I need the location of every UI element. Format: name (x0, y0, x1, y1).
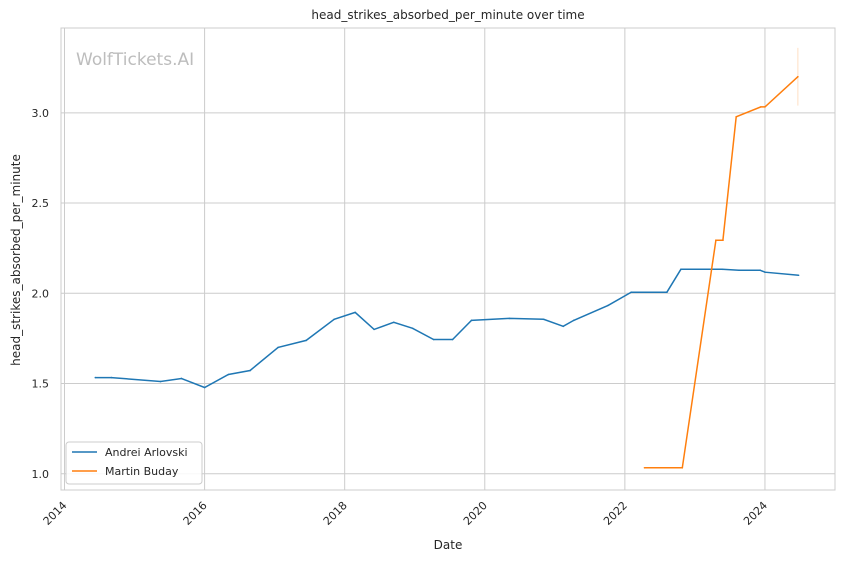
data-point (562, 325, 565, 328)
plot-frame (60, 27, 836, 491)
data-point (411, 327, 414, 330)
data-point (373, 328, 375, 331)
grid (61, 28, 835, 490)
series-line-1 (644, 76, 799, 469)
data-point (180, 377, 183, 380)
x-tick-label: 2024 (741, 499, 770, 528)
legend-box (65, 441, 203, 485)
data-point (666, 291, 668, 294)
data-point (759, 106, 762, 108)
y-tick-label: 3.0 (32, 107, 50, 120)
data-point (305, 339, 307, 342)
data-point (354, 311, 356, 314)
data-point (227, 373, 230, 376)
watermark: WolfTickets.AI (76, 50, 194, 70)
y-axis-label: head_strikes_absorbed_per_minute (9, 154, 23, 366)
legend-label-buday: Martin Buday (105, 465, 179, 478)
data-point (715, 239, 717, 242)
series-group (94, 47, 800, 469)
data-point (451, 338, 454, 341)
legend-label-arlovski: Andrei Arlovski (105, 446, 188, 459)
data-point (392, 321, 395, 324)
data-point (759, 269, 761, 271)
series-line-0 (95, 268, 799, 389)
data-point (721, 268, 724, 271)
x-axis-label: Date (434, 538, 463, 552)
data-point (470, 319, 473, 322)
y-tick-label: 1.5 (32, 378, 50, 391)
data-point (722, 239, 724, 242)
data-point (797, 75, 799, 78)
data-point (680, 268, 682, 271)
data-point (764, 271, 766, 273)
data-point (432, 338, 435, 341)
data-point (764, 106, 766, 108)
data-point (643, 467, 646, 469)
data-point (110, 376, 113, 379)
data-point (607, 304, 609, 307)
data-point (203, 386, 206, 389)
data-point (572, 319, 575, 322)
data-point (797, 274, 800, 277)
data-point (738, 269, 740, 271)
x-tick-label: 2016 (181, 499, 210, 528)
x-tick-label: 2020 (461, 499, 490, 528)
data-point (735, 115, 738, 118)
data-point (542, 318, 545, 321)
y-tick-label: 1.0 (32, 468, 50, 481)
chart-title: head_strikes_absorbed_per_minute over ti… (311, 8, 584, 22)
data-point (159, 380, 162, 383)
x-tick-label: 2018 (321, 499, 350, 528)
data-point (508, 317, 511, 320)
y-tick-label: 2.0 (32, 287, 50, 300)
x-tick-label: 2022 (601, 499, 630, 528)
legend: Andrei Arlovski Martin Buday (65, 441, 203, 485)
y-tick-label: 2.5 (32, 197, 50, 210)
data-point (94, 376, 97, 379)
data-point (333, 318, 335, 321)
data-point (249, 369, 251, 372)
data-point (277, 346, 279, 349)
x-tick-label: 2014 (41, 499, 70, 528)
data-point (630, 291, 632, 294)
data-point (681, 467, 684, 469)
